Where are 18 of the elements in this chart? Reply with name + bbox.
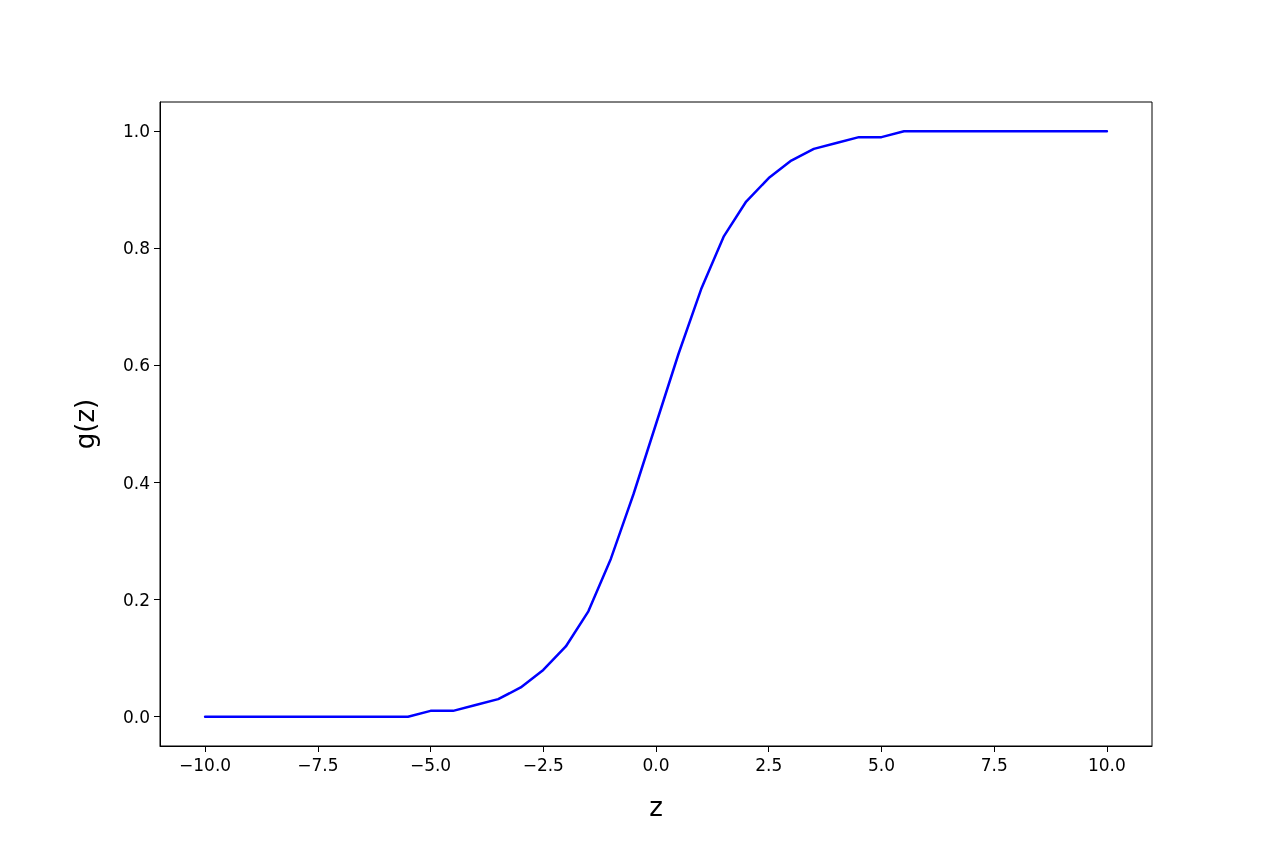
x-tick-label: 5.0 [867, 754, 895, 775]
y-tick-label: 0.0 [122, 706, 150, 727]
y-axis-title: g(z) [70, 398, 100, 450]
x-tick-label: −2.5 [522, 754, 564, 775]
x-tick-label: −5.0 [409, 754, 452, 775]
x-axis-title: z [649, 792, 663, 822]
y-tick-label: 1.0 [122, 121, 150, 142]
x-tick-label: 0.0 [642, 754, 670, 775]
x-tick-label: 10.0 [1087, 754, 1126, 775]
line-series [203, 130, 1109, 718]
x-tick-label: 2.5 [755, 754, 783, 775]
x-tick-label: −7.5 [297, 754, 339, 775]
y-tick-label: 0.2 [122, 589, 150, 610]
x-tick-label: −10.0 [179, 754, 232, 775]
y-tick-label: 0.8 [122, 238, 150, 259]
x-tick-label: 7.5 [980, 754, 1008, 775]
y-tick-label: 0.6 [122, 355, 150, 376]
y-tick-label: 0.4 [122, 472, 150, 493]
